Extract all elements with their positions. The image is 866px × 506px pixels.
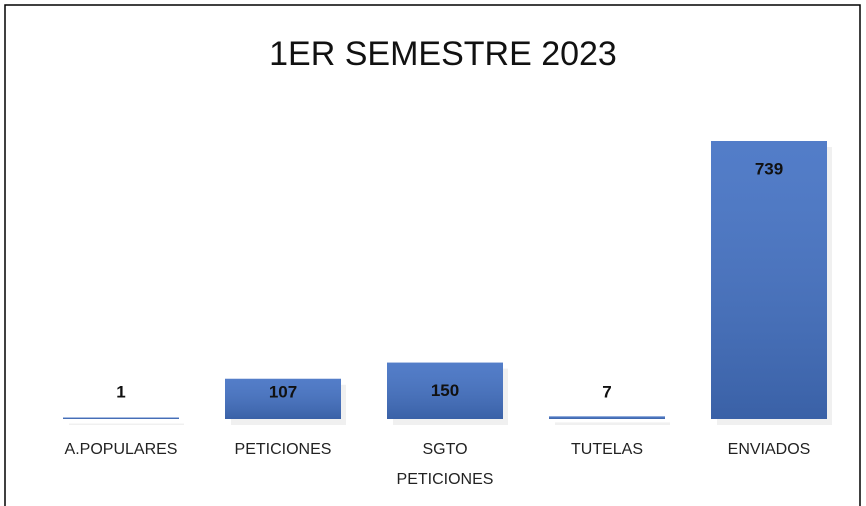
x-tick-label: ENVIADOS (727, 441, 811, 458)
x-tick-label: PETICIONES (234, 441, 332, 458)
bar-shade (63, 417, 179, 419)
data-label: 107 (269, 382, 297, 401)
chart-title: 1ER SEMESTRE 2023 (269, 35, 617, 73)
chart-frame (4, 4, 861, 506)
x-tick-label: A.POPULARES (64, 441, 178, 458)
x-tick-label: SGTO PETICIONES (396, 441, 494, 488)
x-tick-label: TUTELAS (570, 441, 643, 458)
bar-shade (549, 416, 665, 419)
bar-shade (225, 378, 341, 419)
bar-shadow (69, 423, 184, 425)
bar-shade (387, 362, 503, 419)
bar-shade (711, 141, 827, 419)
data-label: 739 (755, 159, 783, 178)
bar-shadow (555, 422, 670, 425)
data-label: 1 (116, 382, 125, 401)
data-label: 150 (431, 381, 459, 400)
data-label: 7 (602, 382, 611, 401)
